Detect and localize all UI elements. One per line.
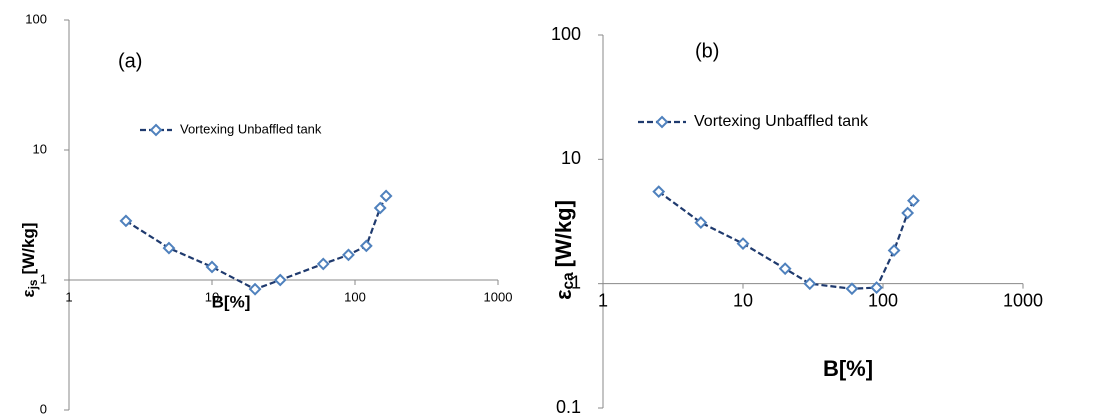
y-tick-label: 0 xyxy=(40,401,47,416)
data-point xyxy=(205,260,219,274)
x-axis-label: B[%] xyxy=(212,292,251,311)
data-point xyxy=(870,281,884,294)
data-point xyxy=(887,244,901,257)
series-line xyxy=(125,195,388,291)
series-line xyxy=(658,190,915,290)
y-tick-label: 1 xyxy=(571,272,581,292)
y-axis-label: εjs [W/kg] xyxy=(19,223,40,298)
y-tick-label: 10 xyxy=(561,148,581,168)
legend-marker xyxy=(149,123,163,137)
y-tick-label: 10 xyxy=(33,141,47,156)
x-tick-label: 10 xyxy=(205,289,219,304)
x-tick-label: 1000 xyxy=(1003,290,1043,310)
data-point xyxy=(248,282,262,296)
x-tick-label: 1 xyxy=(65,289,72,304)
data-point xyxy=(652,185,666,199)
legend-label: Vortexing Unbaffled tank xyxy=(180,121,322,136)
data-point xyxy=(342,248,355,262)
y-label-sub: ca xyxy=(560,272,577,290)
legend-marker xyxy=(655,115,669,129)
data-point xyxy=(803,277,817,291)
y-tick-label: 1 xyxy=(40,271,47,286)
y-tick-label: 0.1 xyxy=(556,397,581,416)
y-label-symbol: ε xyxy=(551,289,576,300)
data-point xyxy=(379,189,393,203)
annotation: (a) xyxy=(118,50,142,72)
data-point xyxy=(119,214,133,228)
y-tick-label: 100 xyxy=(551,24,581,44)
legend-label: Vortexing Unbaffled tank xyxy=(694,113,869,130)
x-tick-label: 10 xyxy=(733,290,753,310)
x-tick-label: 1000 xyxy=(484,289,513,304)
y-label-sub: js xyxy=(26,279,40,290)
x-tick-label: 100 xyxy=(868,290,898,310)
data-point xyxy=(359,239,373,253)
data-point xyxy=(845,282,859,296)
y-label-unit: [W/kg] xyxy=(551,200,576,267)
data-point xyxy=(273,273,287,287)
data-point xyxy=(162,241,176,255)
y-tick-label: 100 xyxy=(25,11,47,26)
data-point xyxy=(778,262,792,276)
data-point xyxy=(316,257,330,271)
x-axis-label: B[%] xyxy=(823,356,873,381)
data-point xyxy=(907,194,920,208)
data-point xyxy=(373,201,387,215)
data-point xyxy=(736,237,750,251)
data-point xyxy=(901,206,915,220)
data-point xyxy=(694,216,708,229)
y-label-unit: [W/kg] xyxy=(19,223,38,275)
x-tick-label: 100 xyxy=(344,289,366,304)
x-tick-label: 1 xyxy=(598,290,608,310)
y-label-symbol: ε xyxy=(19,289,38,297)
annotation: (b) xyxy=(695,40,719,62)
y-axis-label: εca [W/kg] xyxy=(551,200,577,300)
